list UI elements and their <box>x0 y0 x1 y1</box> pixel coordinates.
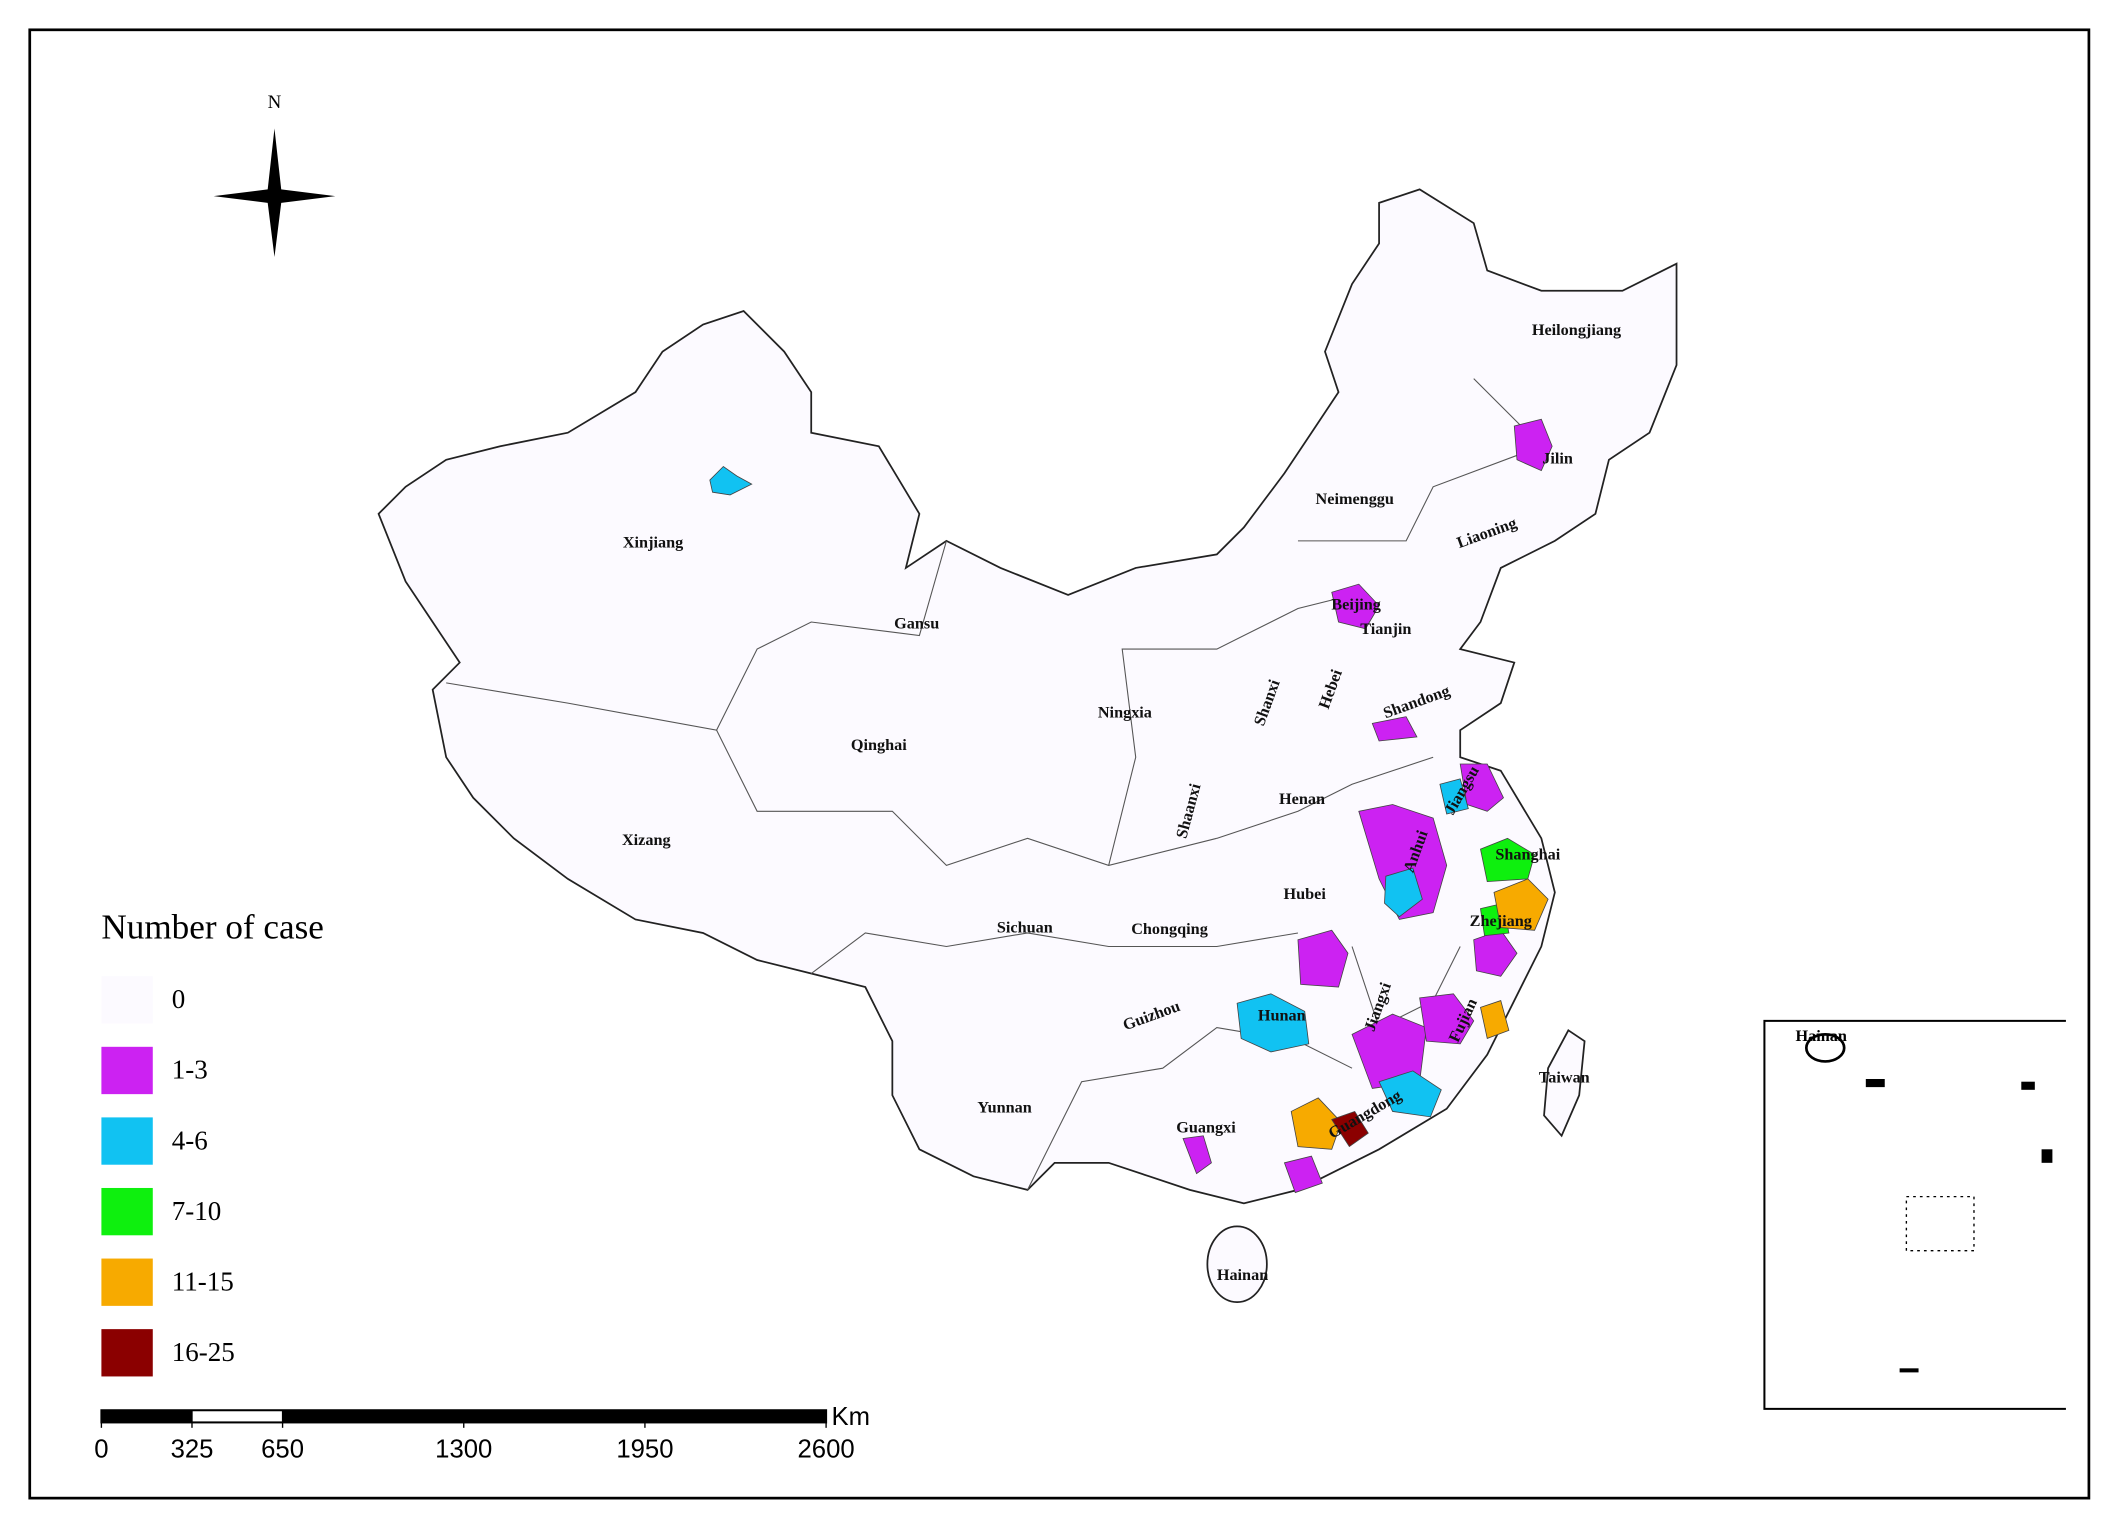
province-label: Chongqing <box>1131 920 1208 938</box>
scale-label: 1950 <box>616 1436 673 1464</box>
legend-swatch <box>101 1329 153 1377</box>
compass: N <box>213 92 336 257</box>
case-region <box>1351 1013 1427 1089</box>
border <box>1216 756 1434 839</box>
legend: Number of case 0 1-3 4-6 7-10 11-15 16-25 <box>101 907 324 1377</box>
case-region <box>1378 1070 1442 1118</box>
border <box>1297 378 1543 542</box>
legend-label: 1-3 <box>172 1055 208 1085</box>
islet <box>1865 1078 1885 1088</box>
border <box>1027 1027 1353 1191</box>
case-region <box>1331 583 1380 630</box>
border <box>1108 594 1353 866</box>
case-region <box>1283 1155 1323 1194</box>
province-borders <box>446 378 1543 1191</box>
legend-title: Number of case <box>101 907 323 946</box>
case-region <box>1513 418 1553 472</box>
scale-segment <box>644 1410 827 1423</box>
province-label: Taiwan <box>1539 1069 1590 1087</box>
case-region <box>1358 804 1448 920</box>
province-label: Heilongjiang <box>1532 321 1621 339</box>
province-label: Tianjin <box>1360 620 1411 638</box>
scale-label: 650 <box>261 1436 304 1464</box>
scale-label: 0 <box>94 1436 108 1464</box>
province-label: Hunan <box>1258 1007 1306 1025</box>
legend-label: 7-10 <box>172 1196 222 1226</box>
legend-swatch <box>101 1046 153 1095</box>
taiwan-island <box>1543 1029 1586 1138</box>
scale-segment <box>282 1410 464 1423</box>
province-label: Hubei <box>1284 885 1327 903</box>
legend-swatch <box>101 1258 153 1306</box>
islet <box>2021 1081 2035 1090</box>
province-label: Hainan <box>1217 1266 1268 1284</box>
province-label: Zhejiang <box>1470 912 1532 930</box>
case-region <box>1480 1000 1510 1039</box>
land <box>377 188 1678 1303</box>
scale-segment <box>101 1410 192 1423</box>
compass-label: N <box>268 92 282 113</box>
case-region <box>1331 1110 1369 1148</box>
border <box>446 540 947 731</box>
province-label: Xizang <box>622 831 671 849</box>
legend-swatch <box>101 1187 153 1236</box>
province-labels: HeilongjiangJilinLiaoningNeimengguBeijin… <box>622 321 1621 1284</box>
legend-swatch <box>101 1117 153 1165</box>
case-region <box>1480 837 1536 883</box>
case-region <box>1493 878 1549 931</box>
scale-label: 1300 <box>435 1436 492 1464</box>
legend-swatch <box>101 976 153 1024</box>
province-label: Xinjiang <box>623 533 683 551</box>
province-label: Sichuan <box>997 919 1053 937</box>
islet <box>1899 1368 1919 1373</box>
border <box>810 932 1299 974</box>
province-label: Shanghai <box>1495 846 1560 864</box>
case-region <box>709 465 753 496</box>
hainan-island <box>1206 1225 1268 1303</box>
province-label: Beijing <box>1331 596 1381 614</box>
scale-segment <box>463 1410 645 1423</box>
legend-label: 11-15 <box>172 1266 234 1296</box>
province-label: Gansu <box>894 614 939 632</box>
case-region <box>1371 716 1418 742</box>
scale-label: 325 <box>171 1436 214 1464</box>
legend-label: 16-25 <box>172 1337 235 1367</box>
case-region <box>1419 993 1475 1045</box>
province-label: Jilin <box>1542 449 1573 467</box>
islet <box>2041 1149 2053 1163</box>
scale-bar: 0 325 650 1300 1950 2600 Km <box>94 1403 870 1463</box>
inset-frame <box>1763 1019 2066 1410</box>
inset-label: Hainan <box>1796 1027 1847 1045</box>
scale-unit: Km <box>832 1403 871 1431</box>
case-region <box>1290 1097 1342 1150</box>
province-label: Ningxia <box>1098 704 1152 722</box>
legend-label: 0 <box>172 984 186 1014</box>
province-label: Qinghai <box>851 736 907 754</box>
border <box>1351 946 1461 1029</box>
case-region <box>1297 929 1349 988</box>
case-region <box>1236 993 1310 1053</box>
province-label: Yunnan <box>977 1098 1031 1116</box>
province-label: Guangxi <box>1176 1119 1236 1137</box>
inset-island <box>1804 1033 1846 1063</box>
case-regions <box>709 418 1553 1194</box>
case-region <box>1459 763 1504 812</box>
legend-label: 4-6 <box>172 1125 208 1155</box>
compass-star <box>213 128 336 257</box>
case-region <box>1182 1135 1212 1175</box>
province-label: Henan <box>1279 790 1325 808</box>
province-label: Neimenggu <box>1316 490 1394 508</box>
case-region <box>1384 867 1423 918</box>
scale-label: 2600 <box>798 1436 855 1464</box>
case-region <box>1439 778 1469 815</box>
